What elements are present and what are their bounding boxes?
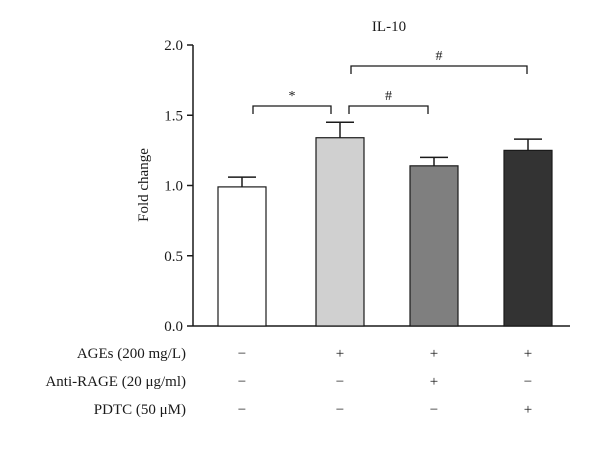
y-axis-label: Fold change (136, 148, 152, 222)
y-tick-label: 2.0 (164, 38, 183, 54)
treatment-mark: − (336, 402, 344, 418)
treatment-mark: − (524, 374, 532, 390)
chart-title: IL-10 (372, 19, 406, 35)
treatment-row-label: PDTC (50 μM) (94, 402, 186, 418)
treatment-mark: − (238, 374, 246, 390)
treatment-table: AGEs (200 mg/L) − + + + Anti-RAGE (20 μg/ml) −… (45, 346, 532, 418)
significance-label: * (289, 89, 296, 104)
treatment-mark: − (238, 346, 246, 362)
bar (315, 137, 365, 327)
significance-label: # (385, 89, 392, 104)
bars (217, 137, 553, 327)
treatment-mark: − (336, 374, 344, 390)
y-tick-label: 0.0 (164, 319, 183, 335)
bar (503, 149, 553, 327)
treatment-mark: + (430, 374, 438, 390)
significance-bracket (252, 105, 332, 114)
treatment-mark: + (430, 346, 438, 362)
significance-label: # (436, 49, 443, 64)
treatment-mark: + (524, 346, 532, 362)
significance-bracket (348, 105, 429, 114)
treatment-mark: − (238, 402, 246, 418)
treatment-row-label: AGEs (200 mg/L) (77, 346, 186, 362)
bar (217, 186, 267, 327)
y-tick-label: 1.5 (164, 108, 183, 124)
y-tick-label: 0.5 (164, 249, 183, 265)
significance-brackets: * # # (252, 49, 528, 114)
treatment-mark: + (524, 402, 532, 418)
treatment-mark: + (336, 346, 344, 362)
treatment-mark: − (430, 402, 438, 418)
significance-bracket (350, 65, 528, 74)
error-bars (228, 121, 542, 187)
y-tick-label: 1.0 (164, 179, 183, 195)
bar (409, 165, 459, 327)
treatment-row-label: Anti-RAGE (20 μg/ml) (45, 374, 186, 390)
